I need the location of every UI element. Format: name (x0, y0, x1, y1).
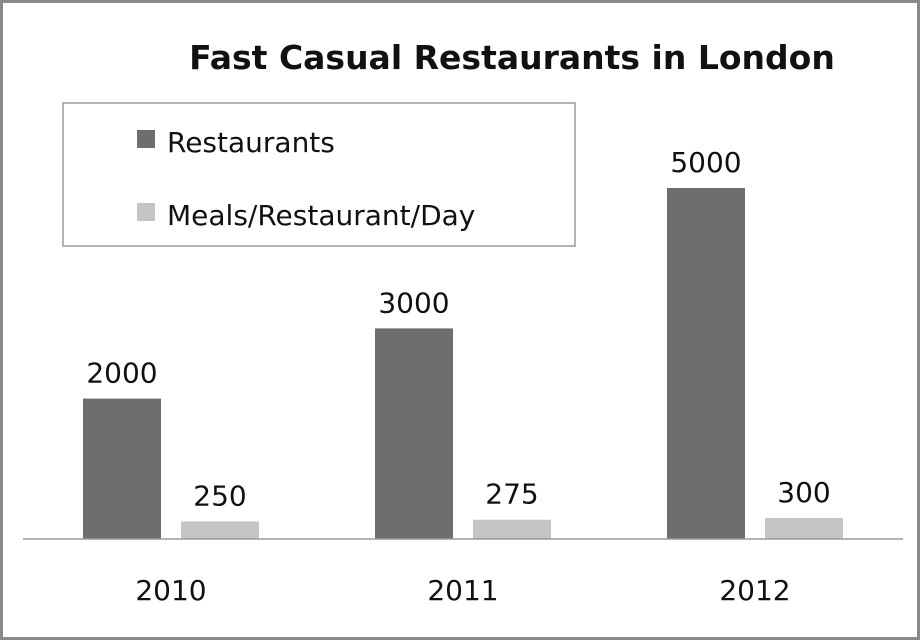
x-axis-ticks: 2010 2011 2012 (135, 574, 790, 607)
legend-swatch-meals (137, 203, 155, 221)
data-label-meals-2012: 300 (777, 476, 830, 509)
data-label-meals-2010: 250 (193, 479, 246, 512)
bar-chart: Fast Casual Restaurants in London Restau… (23, 38, 903, 607)
x-tick-label-2010: 2010 (135, 574, 206, 607)
data-label-meals-2011: 275 (485, 478, 538, 511)
bar-restaurants-2012 (667, 188, 745, 539)
chart-title: Fast Casual Restaurants in London (189, 38, 835, 77)
legend-label-meals: Meals/Restaurant/Day (167, 199, 475, 232)
legend-box (62, 102, 576, 247)
legend-swatch-restaurants (137, 130, 155, 148)
data-label-restaurants-2011: 3000 (378, 286, 449, 319)
bar-restaurants-2010 (83, 398, 161, 539)
data-label-restaurants-2012: 5000 (670, 146, 741, 179)
legend: Restaurants Meals/Restaurant/Day (62, 102, 576, 247)
x-tick-label-2012: 2012 (719, 574, 790, 607)
bars-layer: 2000 250 3000 275 5000 300 (83, 146, 843, 539)
bar-meals-2012 (765, 517, 843, 539)
data-label-restaurants-2010: 2000 (86, 357, 157, 390)
bar-meals-2010 (181, 521, 259, 539)
x-tick-label-2011: 2011 (427, 574, 498, 607)
bar-meals-2011 (473, 519, 551, 539)
bar-restaurants-2011 (375, 328, 453, 539)
legend-label-restaurants: Restaurants (167, 126, 335, 159)
